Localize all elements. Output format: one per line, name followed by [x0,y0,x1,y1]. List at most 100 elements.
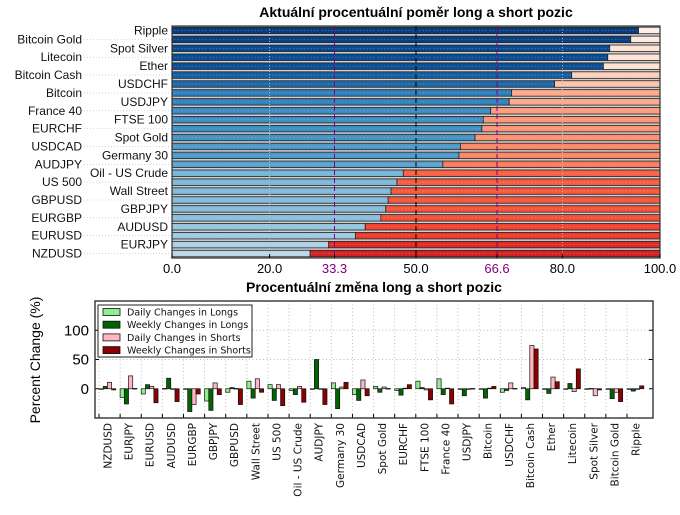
x-tick-label: US 500 [271,423,283,461]
x-tick-label: FTSE 100 [419,423,431,472]
category-label: Spot Gold [115,131,168,145]
short-bar [638,26,661,35]
bar-weekly-changes-in-shorts [470,388,476,390]
bar-weekly-changes-in-shorts [491,386,497,390]
x-tick-label: NZDUSD [103,423,115,469]
category-label: US 500 [42,175,82,189]
category-label: Wall Street [110,184,169,198]
category-label: GBPJPY [121,202,168,216]
bar-daily-changes-in-longs [499,388,505,393]
bar-weekly-changes-in-shorts [449,388,455,405]
bar-weekly-changes-in-shorts [618,388,624,402]
x-tick-label: Bitcoin [483,423,495,459]
x-tick-label: Spot Gold [377,423,389,474]
category-label: Ripple [134,23,168,37]
bar-weekly-changes-in-shorts [639,385,645,390]
y-tick-label: 50 [72,352,89,369]
x-tick-label: Oil - US Crude [293,423,305,497]
x-tick-label: Bitcoin Gold [609,423,621,487]
x-tick-label: Spot Silver [588,422,600,479]
bar-daily-changes-in-shorts [508,382,514,390]
bar-daily-changes-in-longs [330,382,336,390]
bar-daily-changes-in-longs [478,388,484,390]
bar-weekly-changes-in-longs [123,388,129,405]
bar-daily-changes-in-shorts [613,388,619,393]
legend-swatch [102,308,121,316]
bar-weekly-changes-in-shorts [512,388,518,390]
y-tick-label: 100 [64,322,89,339]
plot-frame [94,300,654,419]
long-bar [171,71,573,79]
bar-weekly-changes-in-longs [187,388,193,412]
x-tick-label: Wall Street [250,423,262,480]
long-bar [171,187,392,195]
x-tick-label: EURUSD [145,423,157,467]
bar-daily-changes-in-longs [288,388,294,391]
bar-weekly-changes-in-shorts [216,388,222,395]
bar-weekly-changes-in-longs [208,388,214,411]
bar-weekly-changes-in-longs [377,388,383,393]
x-tick-label: 100.0 [644,261,677,276]
x-tick-label: Ripple [631,423,643,456]
bar-daily-changes-in-longs [605,388,611,390]
bar-daily-changes-in-shorts [233,388,239,390]
category-label: NZDUSD [32,247,82,261]
short-bar [474,133,661,142]
bar-weekly-changes-in-longs [102,386,108,390]
bar-weekly-changes-in-shorts [343,381,349,390]
bar-daily-changes-in-shorts [297,386,303,390]
bar-weekly-changes-in-longs [609,388,615,400]
x-tick-label: 20.0 [257,261,282,276]
category-label: USDCAD [31,139,82,153]
bar-daily-changes-in-shorts [402,387,408,390]
bar-daily-changes-in-shorts [571,388,577,393]
long-bar [171,142,461,151]
bar-daily-changes-in-longs [394,388,400,391]
bar-weekly-changes-in-shorts [153,388,159,404]
bar-weekly-changes-in-shorts [195,388,201,395]
bar-weekly-changes-in-longs [440,388,446,395]
x-tick-label: AUDJPY [314,422,326,461]
bottom-chart-title: Procentuální změna long a short pozic [246,279,502,295]
long-bar [171,89,513,97]
category-label: USDCHF [118,77,168,91]
bar-daily-changes-in-longs [246,380,252,390]
category-label: EURCHF [32,122,82,136]
bar-weekly-changes-in-longs [250,388,256,399]
legend-label: Daily Changes in Longs [127,308,238,319]
x-tick-label: EURJPY [124,422,136,460]
bar-weekly-changes-in-shorts [428,388,433,401]
short-bar [309,249,661,258]
x-tick-label: Germany 30 [335,423,347,488]
bar-daily-changes-in-shorts [550,376,556,390]
bar-daily-changes-in-shorts [635,388,640,390]
bar-weekly-changes-in-shorts [575,368,581,390]
category-label: FTSE 100 [114,113,168,127]
legend-swatch [102,333,121,342]
x-tick-label: GBPUSD [229,423,241,467]
bar-weekly-changes-in-longs [588,388,594,390]
bar-daily-changes-in-shorts [107,381,112,390]
category-label: USDJPY [121,95,168,109]
bar-daily-changes-in-longs [352,388,357,395]
bar-weekly-changes-in-longs [314,359,319,390]
x-tick-label: France 40 [440,423,452,475]
x-tick-label: AUDUSD [166,423,178,468]
bar-weekly-changes-in-shorts [259,388,264,393]
bar-daily-changes-in-shorts [487,387,493,390]
bar-weekly-changes-in-shorts [301,388,307,403]
bar-weekly-changes-in-longs [292,388,298,395]
x-tick-label: EURCHF [398,423,410,465]
bar-daily-changes-in-longs [542,388,548,390]
bar-weekly-changes-in-longs [461,388,467,397]
bar-daily-changes-in-shorts [318,388,324,390]
bar-daily-changes-in-shorts [128,375,134,390]
bar-weekly-changes-in-shorts [280,388,286,407]
category-label: GBPUSD [31,193,82,207]
bar-daily-changes-in-shorts [529,345,535,390]
bar-daily-changes-in-shorts [466,388,471,390]
x-tick-label: EURGBP [187,423,199,466]
bar-daily-changes-in-longs [563,388,569,390]
category-label: Oil - US Crude [90,166,168,180]
